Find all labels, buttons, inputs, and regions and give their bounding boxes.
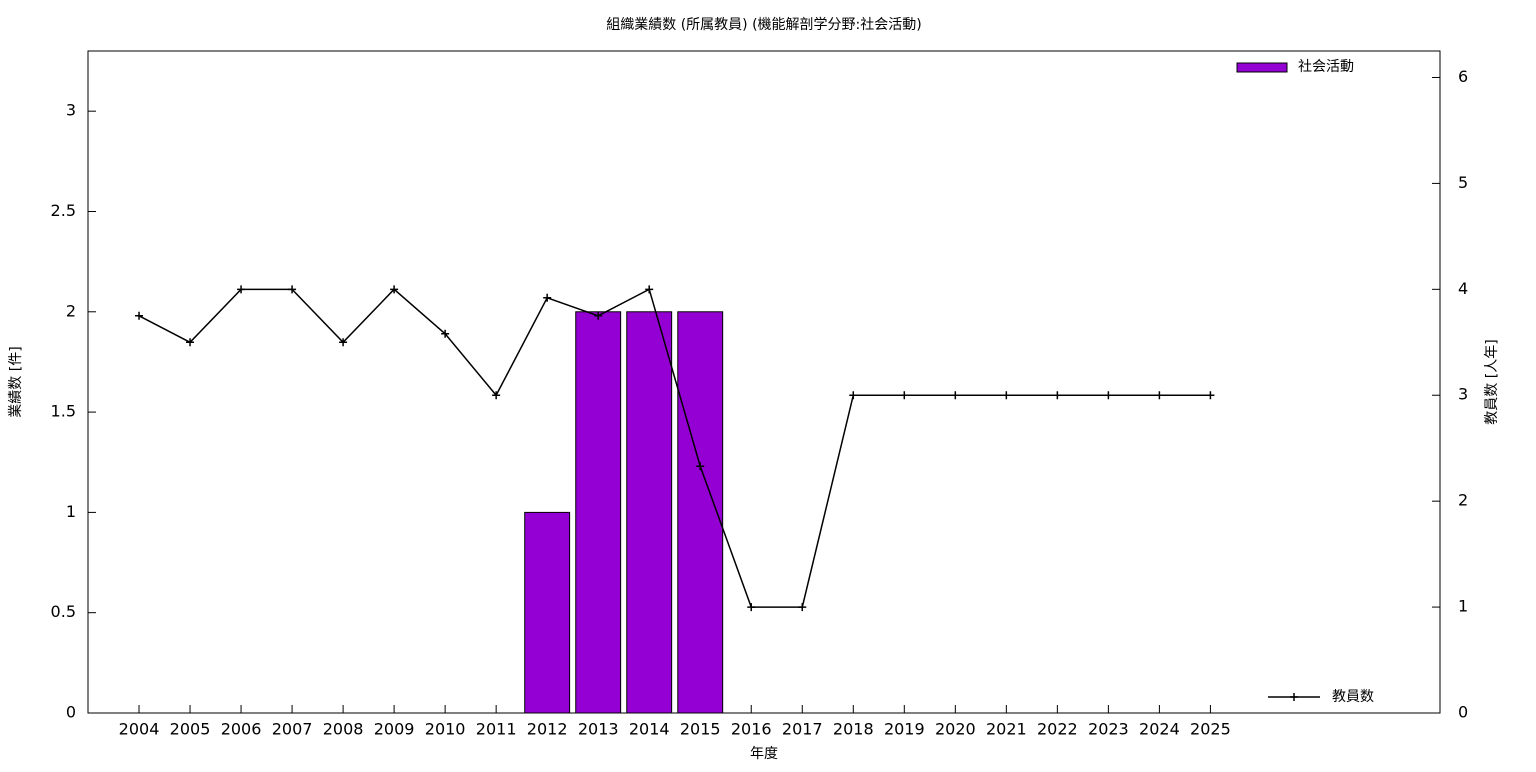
point <box>645 285 654 294</box>
point <box>849 391 858 400</box>
point <box>747 603 756 612</box>
point <box>237 285 246 294</box>
y2-tick-label: 4 <box>1458 279 1468 298</box>
point <box>900 391 909 400</box>
y2-tick-label: 3 <box>1458 385 1468 404</box>
x-tick-label: 2019 <box>884 720 925 739</box>
y-tick-label: 1 <box>66 502 76 521</box>
x-tick-label: 2014 <box>629 720 670 739</box>
x-tick-label: 2010 <box>425 720 466 739</box>
x-tick-label: 2020 <box>935 720 976 739</box>
line <box>138 288 1211 608</box>
bar <box>677 311 724 714</box>
point <box>186 338 195 347</box>
bar <box>575 311 622 714</box>
x-tick-label: 2016 <box>731 720 772 739</box>
legend-label: 教員数 <box>1332 689 1374 705</box>
y2-tick-label: 1 <box>1458 597 1468 616</box>
point <box>1206 391 1215 400</box>
x-tick-label: 2006 <box>221 720 262 739</box>
legend-label: 社会活動 <box>1298 59 1354 75</box>
point <box>951 391 960 400</box>
point <box>390 285 399 294</box>
point <box>135 311 144 320</box>
point <box>492 391 501 400</box>
plot-frame <box>87 50 1441 714</box>
y2-axis-label: 教員数 [人年] <box>1484 339 1500 424</box>
x-tick-label: 2023 <box>1088 720 1129 739</box>
x-tick-label: 2012 <box>527 720 568 739</box>
y-tick-label: 2 <box>66 301 76 320</box>
x-tick-label: 2024 <box>1139 720 1180 739</box>
point <box>1155 391 1164 400</box>
legend-swatch <box>1236 62 1288 73</box>
bar <box>626 311 673 714</box>
point <box>1002 391 1011 400</box>
y2-tick-label: 0 <box>1458 703 1468 722</box>
legend-point <box>1290 693 1298 701</box>
x-tick-label: 2007 <box>272 720 313 739</box>
x-tick-label: 2009 <box>374 720 415 739</box>
x-tick-label: 2011 <box>476 720 517 739</box>
x-tick-label: 2008 <box>323 720 364 739</box>
point <box>696 462 705 471</box>
x-tick-label: 2018 <box>833 720 874 739</box>
y2-tick-label: 6 <box>1458 67 1468 86</box>
x-tick-label: 2017 <box>782 720 823 739</box>
y2-tick-label: 5 <box>1458 173 1468 192</box>
y-tick-label: 1.5 <box>51 402 76 421</box>
chart-title: 組織業績数 (所属教員) (機能解剖学分野:社会活動) <box>606 17 921 33</box>
y-tick-label: 0.5 <box>51 602 76 621</box>
x-tick-label: 2004 <box>119 720 160 739</box>
y2-tick-label: 2 <box>1458 491 1468 510</box>
y-tick-label: 0 <box>66 703 76 722</box>
x-tick-label: 2022 <box>1037 720 1078 739</box>
y-tick-label: 3 <box>66 101 76 120</box>
y-axis-label: 業績数 [件] <box>8 346 24 417</box>
x-tick-label: 2015 <box>680 720 721 739</box>
point <box>543 293 552 302</box>
point <box>798 603 807 612</box>
y-tick-label: 2.5 <box>51 201 76 220</box>
point <box>441 329 450 338</box>
point <box>1104 391 1113 400</box>
point <box>1053 391 1062 400</box>
x-axis-label: 年度 <box>750 746 778 762</box>
x-tick-label: 2025 <box>1190 720 1231 739</box>
bar <box>524 511 571 714</box>
point <box>594 311 603 320</box>
x-tick-label: 2005 <box>170 720 211 739</box>
point <box>339 338 348 347</box>
x-tick-label: 2021 <box>986 720 1027 739</box>
x-tick-label: 2013 <box>578 720 619 739</box>
point <box>288 285 297 294</box>
